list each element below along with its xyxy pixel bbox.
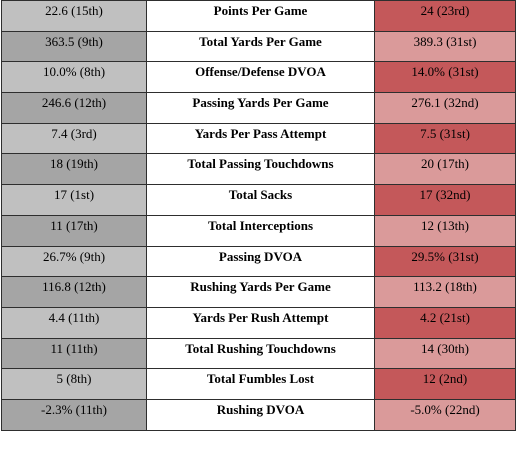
- stat-label: Total Interceptions: [146, 214, 375, 247]
- left-team-value: 17 (1st): [1, 184, 147, 216]
- table-row: 18 (19th) Total Passing Touchdowns 20 (1…: [1, 153, 516, 186]
- stat-label: Total Yards Per Game: [146, 30, 375, 63]
- table-row: 26.7% (9th) Passing DVOA 29.5% (31st): [1, 245, 516, 278]
- stat-label: Yards Per Rush Attempt: [146, 306, 375, 339]
- right-team-value: 7.5 (31st): [374, 122, 516, 155]
- left-team-value: 246.6 (12th): [1, 92, 147, 124]
- left-team-value: 18 (19th): [1, 153, 147, 186]
- stats-table-body: 22.6 (15th) Points Per Game 24 (23rd) 36…: [1, 0, 516, 431]
- right-team-value: 389.3 (31st): [374, 30, 516, 63]
- right-team-value: 24 (23rd): [374, 0, 516, 32]
- left-team-value: 11 (17th): [1, 214, 147, 247]
- table-row: 5 (8th) Total Fumbles Lost 12 (2nd): [1, 368, 516, 400]
- table-row: 116.8 (12th) Rushing Yards Per Game 113.…: [1, 276, 516, 308]
- table-row: 4.4 (11th) Yards Per Rush Attempt 4.2 (2…: [1, 306, 516, 339]
- left-team-value: -2.3% (11th): [1, 398, 147, 431]
- left-team-value: 11 (11th): [1, 337, 147, 370]
- left-team-value: 22.6 (15th): [1, 0, 147, 32]
- stat-label: Total Passing Touchdowns: [146, 153, 375, 186]
- stat-label: Rushing Yards Per Game: [146, 276, 375, 308]
- table-row: 11 (17th) Total Interceptions 12 (13th): [1, 214, 516, 247]
- left-team-value: 10.0% (8th): [1, 61, 147, 94]
- table-row: 246.6 (12th) Passing Yards Per Game 276.…: [1, 92, 516, 124]
- right-team-value: 29.5% (31st): [374, 245, 516, 278]
- left-team-value: 116.8 (12th): [1, 276, 147, 308]
- stat-label: Yards Per Pass Attempt: [146, 122, 375, 155]
- stats-comparison-table: 22.6 (15th) Points Per Game 24 (23rd) 36…: [1, 0, 516, 431]
- right-team-value: 12 (2nd): [374, 368, 516, 400]
- right-team-value: 20 (17th): [374, 153, 516, 186]
- stat-label: Offense/Defense DVOA: [146, 61, 375, 94]
- stat-label: Passing Yards Per Game: [146, 92, 375, 124]
- table-row: 10.0% (8th) Offense/Defense DVOA 14.0% (…: [1, 61, 516, 94]
- table-row: 22.6 (15th) Points Per Game 24 (23rd): [1, 0, 516, 32]
- left-team-value: 363.5 (9th): [1, 30, 147, 63]
- stat-label: Total Sacks: [146, 184, 375, 216]
- right-team-value: 17 (32nd): [374, 184, 516, 216]
- table-row: 17 (1st) Total Sacks 17 (32nd): [1, 184, 516, 216]
- left-team-value: 5 (8th): [1, 368, 147, 400]
- left-team-value: 7.4 (3rd): [1, 122, 147, 155]
- right-team-value: -5.0% (22nd): [374, 398, 516, 431]
- stat-label: Total Rushing Touchdowns: [146, 337, 375, 370]
- table-row: 363.5 (9th) Total Yards Per Game 389.3 (…: [1, 30, 516, 63]
- right-team-value: 12 (13th): [374, 214, 516, 247]
- stat-label: Rushing DVOA: [146, 398, 375, 431]
- table-row: -2.3% (11th) Rushing DVOA -5.0% (22nd): [1, 398, 516, 431]
- table-row: 11 (11th) Total Rushing Touchdowns 14 (3…: [1, 337, 516, 370]
- right-team-value: 113.2 (18th): [374, 276, 516, 308]
- right-team-value: 14.0% (31st): [374, 61, 516, 94]
- left-team-value: 26.7% (9th): [1, 245, 147, 278]
- stat-label: Total Fumbles Lost: [146, 368, 375, 400]
- stat-label: Passing DVOA: [146, 245, 375, 278]
- table-row: 7.4 (3rd) Yards Per Pass Attempt 7.5 (31…: [1, 122, 516, 155]
- right-team-value: 14 (30th): [374, 337, 516, 370]
- right-team-value: 276.1 (32nd): [374, 92, 516, 124]
- stat-label: Points Per Game: [146, 0, 375, 32]
- right-team-value: 4.2 (21st): [374, 306, 516, 339]
- left-team-value: 4.4 (11th): [1, 306, 147, 339]
